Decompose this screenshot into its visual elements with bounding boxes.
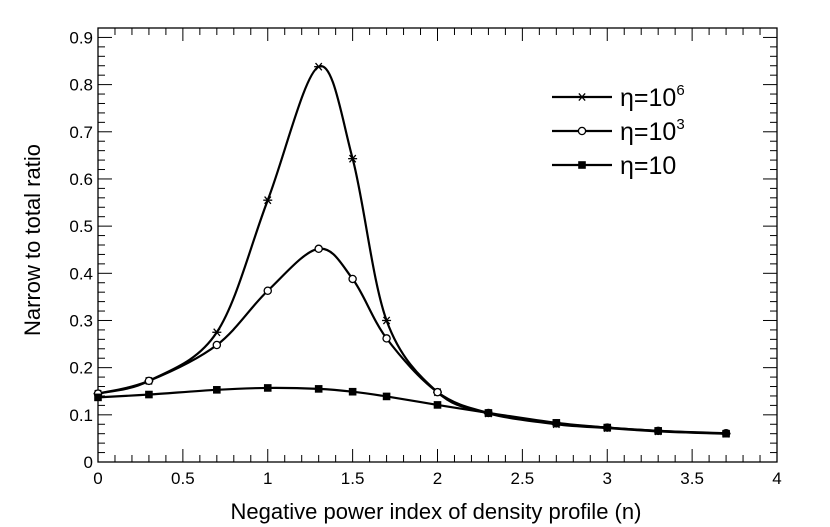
legend-marker-star <box>577 92 587 102</box>
legend-label-base: η=10 <box>620 118 676 146</box>
data-point-circle <box>382 334 391 343</box>
y-tick-label: 0.4 <box>69 264 93 283</box>
y-tick-label: 0.7 <box>69 123 93 142</box>
legend-entry-circle: η=103 <box>552 116 685 146</box>
data-point-square <box>263 384 272 392</box>
x-tick-label: 0.5 <box>171 469 195 488</box>
data-point-square <box>382 392 391 401</box>
legend-label: η=106 <box>620 82 685 112</box>
x-tick-label: 3 <box>603 469 612 488</box>
legend-entry-square: η=10 <box>552 152 676 180</box>
y-tick-label: 0.6 <box>69 170 93 189</box>
data-point-square <box>94 393 102 402</box>
data-point-square <box>603 423 612 432</box>
x-tick-label: 0 <box>93 469 102 488</box>
y-tick-label: 0.1 <box>69 406 93 425</box>
data-point-square <box>484 409 493 417</box>
data-point-star <box>348 154 358 163</box>
data-point-star <box>212 328 222 337</box>
data-point-square <box>145 390 153 399</box>
y-tick-label: 0.3 <box>69 311 93 330</box>
data-point-square <box>213 386 221 394</box>
legend-label-exponent: 3 <box>676 116 684 133</box>
legend-marker-square <box>578 161 586 169</box>
legend-label: η=103 <box>620 116 685 146</box>
x-tick-label: 4 <box>772 469 781 488</box>
x-tick-label: 2.5 <box>511 469 535 488</box>
data-point-square <box>433 401 442 409</box>
legend-label-base: η=10 <box>620 152 676 180</box>
data-point-circle <box>433 387 442 397</box>
x-axis-title: Negative power index of density profile … <box>231 499 642 524</box>
data-point-circle <box>348 274 357 284</box>
x-tick-label: 2 <box>433 469 442 488</box>
legend-label-exponent: 6 <box>676 82 684 99</box>
y-tick-label: 0 <box>84 453 93 472</box>
data-point-star <box>314 62 324 71</box>
data-point-square <box>722 429 730 438</box>
data-point-star <box>263 196 273 205</box>
legend-label: η=10 <box>620 152 676 180</box>
data-point-circle <box>314 244 323 254</box>
x-tick-label: 1.5 <box>341 469 365 488</box>
legend-entry-star: η=106 <box>552 82 685 112</box>
data-point-square <box>552 419 561 427</box>
y-tick-label: 0.9 <box>69 28 93 47</box>
data-point-circle <box>144 376 154 386</box>
data-point-circle <box>263 286 272 296</box>
y-tick-label: 0.8 <box>69 76 93 95</box>
legend-marker-circle <box>577 126 587 136</box>
data-point-square <box>348 387 357 396</box>
legend-label-base: η=10 <box>620 84 676 112</box>
series-square <box>94 384 730 438</box>
y-tick-label: 0.5 <box>69 217 93 236</box>
data-point-square <box>314 385 323 393</box>
x-tick-label: 3.5 <box>680 469 704 488</box>
data-point-circle <box>212 340 222 350</box>
y-tick-label: 0.2 <box>69 359 93 378</box>
data-point-square <box>654 427 662 435</box>
data-point-star <box>382 316 392 325</box>
x-tick-label: 1 <box>263 469 272 488</box>
y-axis-title: Narrow to total ratio <box>20 144 45 336</box>
